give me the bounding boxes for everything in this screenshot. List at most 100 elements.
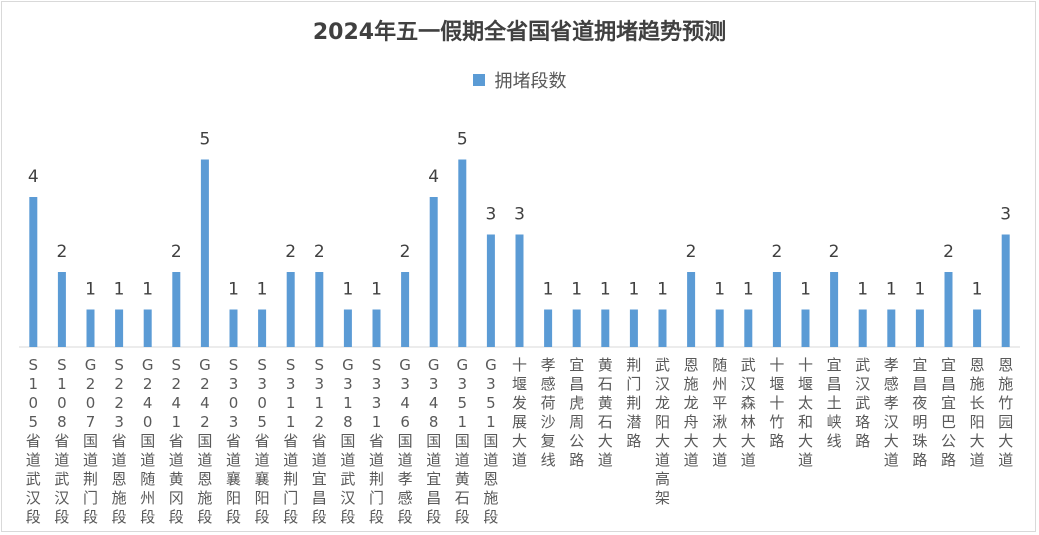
data-label: 2 <box>400 242 411 262</box>
data-label: 3 <box>514 205 525 225</box>
x-tick-label: G 2 0 7 国道荆门段 <box>83 356 98 526</box>
data-label: 1 <box>371 280 382 300</box>
x-tick-label: 恩施龙舟大道 <box>684 356 699 469</box>
legend-label: 拥堵段数 <box>494 71 567 92</box>
x-tick-label: S 3 3 1 省道荆门段 <box>369 356 384 526</box>
data-label: 1 <box>600 280 611 300</box>
legend-swatch <box>472 74 485 86</box>
data-label: 2 <box>686 242 697 262</box>
data-label: 4 <box>28 167 39 187</box>
data-label: 2 <box>56 242 67 262</box>
data-label: 1 <box>114 280 125 300</box>
x-tick-label: S 2 4 1 省道黄冈段 <box>169 356 184 526</box>
bar <box>687 272 696 347</box>
data-label: 2 <box>829 242 840 262</box>
data-label: 2 <box>171 242 182 262</box>
bar <box>458 159 467 347</box>
bar <box>629 309 638 347</box>
legend: 拥堵段数 <box>0 67 1039 93</box>
x-tick-label: 孝感荷沙复线 <box>541 356 556 469</box>
x-tick-label: 宜昌宜巴公路 <box>941 356 956 469</box>
x-tick-label: G 3 5 1 国道黄石段 <box>455 356 470 526</box>
data-label: 2 <box>771 242 782 262</box>
x-tick-label: 武汉武珞路 <box>855 356 870 450</box>
bar <box>143 309 152 347</box>
data-label: 1 <box>857 280 868 300</box>
x-tick-label: 武汉森林大道 <box>741 356 756 469</box>
bar <box>372 309 381 347</box>
bar <box>830 272 839 347</box>
bar <box>86 309 95 347</box>
data-label: 1 <box>85 280 96 300</box>
x-tick-label: 武汉龙阳大道高架 <box>655 356 670 507</box>
bar <box>115 309 124 347</box>
bar <box>286 272 295 347</box>
x-tick-label: 随州平湫大道 <box>712 356 727 469</box>
data-label: 1 <box>972 280 983 300</box>
x-tick-label: 黄石黄石大道 <box>598 356 613 469</box>
data-label: 2 <box>943 242 954 262</box>
x-tick-label: 孝感孝汉大道 <box>884 356 899 469</box>
bar <box>29 197 38 347</box>
bar <box>858 309 867 347</box>
bar <box>544 309 553 347</box>
bar <box>229 309 238 347</box>
data-label: 1 <box>543 280 554 300</box>
bar <box>944 272 953 347</box>
bar <box>429 197 438 347</box>
x-tick-label: S 3 1 1 省道荆门段 <box>283 356 298 526</box>
x-tick-label: S 1 0 5 省道武汉段 <box>26 356 41 526</box>
data-label: 5 <box>199 130 210 150</box>
data-label: 2 <box>314 242 325 262</box>
x-tick-label: G 3 5 1 国道恩施段 <box>483 356 498 526</box>
bar <box>315 272 324 347</box>
bar <box>973 309 982 347</box>
x-tick-label: 荆门荆潜路 <box>626 356 641 450</box>
bar <box>572 309 581 347</box>
data-label: 1 <box>657 280 668 300</box>
bar <box>1001 234 1010 347</box>
data-label: 1 <box>743 280 754 300</box>
chart-title: 2024年五一假期全省国省道拥堵趋势预测 <box>312 20 727 45</box>
x-tick-label: G 2 4 0 国道随州段 <box>140 356 155 526</box>
data-label: 1 <box>257 280 268 300</box>
bar <box>486 234 495 347</box>
x-tick-label: 十堰发展大道 <box>512 356 527 469</box>
bar <box>658 309 667 347</box>
bar <box>258 309 267 347</box>
x-tick-label: G 3 1 8 国道武汉段 <box>340 356 355 526</box>
x-tick-label: S 3 0 5 省道襄阳段 <box>255 356 270 526</box>
bar <box>401 272 410 347</box>
data-label: 1 <box>628 280 639 300</box>
data-label: 1 <box>228 280 239 300</box>
data-label: 2 <box>285 242 296 262</box>
data-label: 3 <box>485 205 496 225</box>
x-tick-label: 恩施竹园大道 <box>998 356 1013 469</box>
x-tick-label: 宜昌土峡线 <box>827 356 842 450</box>
data-label: 1 <box>571 280 582 300</box>
x-tick-label: 十堰十竹路 <box>769 356 784 450</box>
x-tick-label: G 2 4 2 国道恩施段 <box>197 356 212 526</box>
x-tick-label: 宜昌夜明珠路 <box>912 356 927 469</box>
data-label: 1 <box>914 280 925 300</box>
bar <box>915 309 924 347</box>
bar <box>57 272 66 347</box>
bar <box>715 309 724 347</box>
data-label: 3 <box>1000 205 1011 225</box>
x-tick-label: 十堰太和大道 <box>798 356 813 469</box>
x-tick-label: 恩施长阳大道 <box>970 356 985 469</box>
bar <box>601 309 610 347</box>
data-label: 1 <box>142 280 153 300</box>
bar <box>772 272 781 347</box>
bar <box>515 234 524 347</box>
bar <box>343 309 352 347</box>
data-label: 1 <box>886 280 897 300</box>
x-tick-label: S 3 0 3 省道襄阳段 <box>226 356 241 526</box>
data-label: 1 <box>800 280 811 300</box>
data-label: 1 <box>714 280 725 300</box>
x-tick-label: G 3 4 8 国道宜昌段 <box>426 356 441 526</box>
bar <box>200 159 209 347</box>
bar <box>887 309 896 347</box>
x-tick-label: S 3 1 2 省道宜昌段 <box>312 356 327 526</box>
